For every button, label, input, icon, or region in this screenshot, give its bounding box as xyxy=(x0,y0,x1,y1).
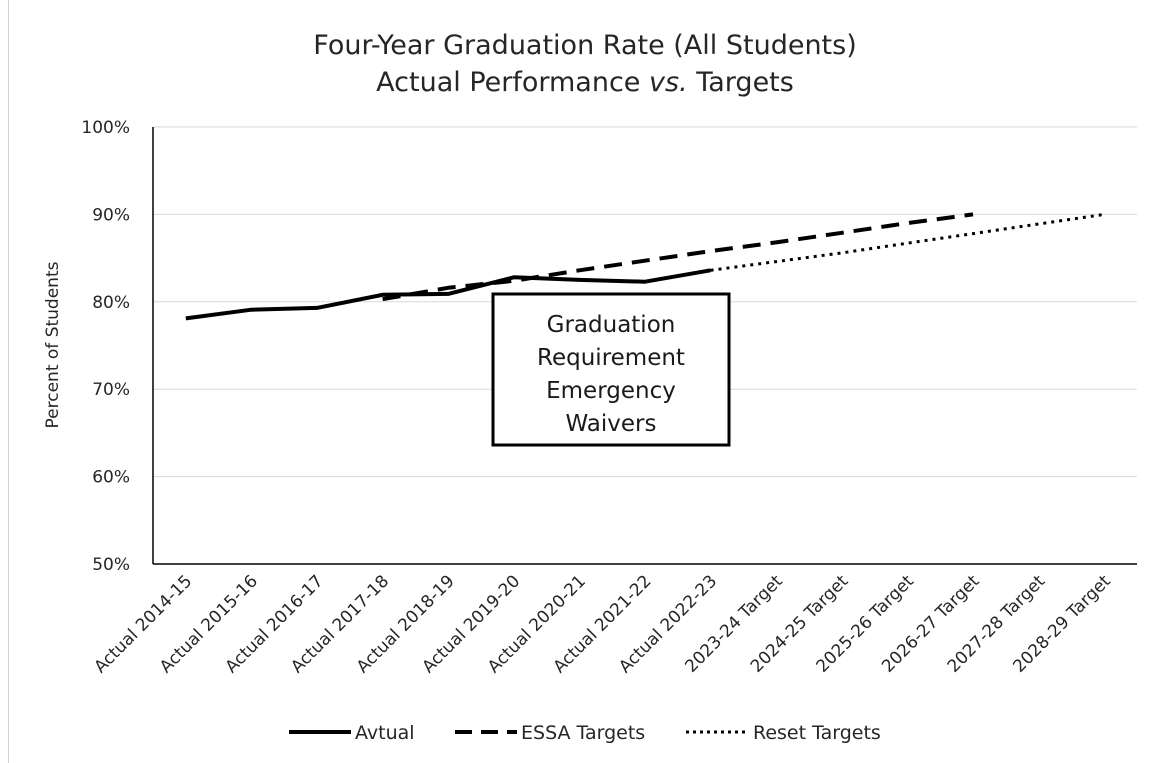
legend-label-reset: Reset Targets xyxy=(753,722,881,744)
y-tick-label: 50% xyxy=(92,555,130,575)
chart-subtitle: Actual Performance vs. Targets xyxy=(376,67,794,98)
y-tick-label: 80% xyxy=(92,293,130,313)
chart-area xyxy=(8,0,1150,763)
annotation-line-4: Waivers xyxy=(566,411,657,437)
y-axis-label: Percent of Students xyxy=(43,261,63,428)
annotation-box: Graduation Requirement Emergency Waivers xyxy=(491,292,731,447)
y-tick-label: 90% xyxy=(92,205,130,225)
y-tick-label: 100% xyxy=(81,118,130,138)
annotation-border xyxy=(491,292,731,447)
series-line-reset-targets xyxy=(710,212,1105,272)
chart-subtitle-part-2: vs. xyxy=(649,67,688,98)
chart-subtitle-part-3: Targets xyxy=(688,67,794,98)
annotation-line-2: Requirement xyxy=(537,345,685,371)
y-tick-label: 70% xyxy=(92,380,130,400)
chart-subtitle-part-1: Actual Performance xyxy=(376,67,649,98)
legend-label-essa: ESSA Targets xyxy=(521,722,645,744)
annotation-line-3: Emergency xyxy=(546,378,676,404)
legend: Avtual ESSA Targets Reset Targets xyxy=(289,722,881,744)
series-line-essa-targets xyxy=(382,212,974,302)
annotation-line-1: Graduation xyxy=(547,312,676,338)
y-tick-labels: 50% 60% 70% 80% 90% 100% xyxy=(81,118,130,575)
series-line-avtual xyxy=(185,268,711,321)
y-tick-label: 60% xyxy=(92,468,130,488)
series-lines xyxy=(185,212,1105,321)
chart-title: Four-Year Graduation Rate (All Students) xyxy=(313,30,857,61)
legend-label-actual: Avtual xyxy=(355,722,415,744)
